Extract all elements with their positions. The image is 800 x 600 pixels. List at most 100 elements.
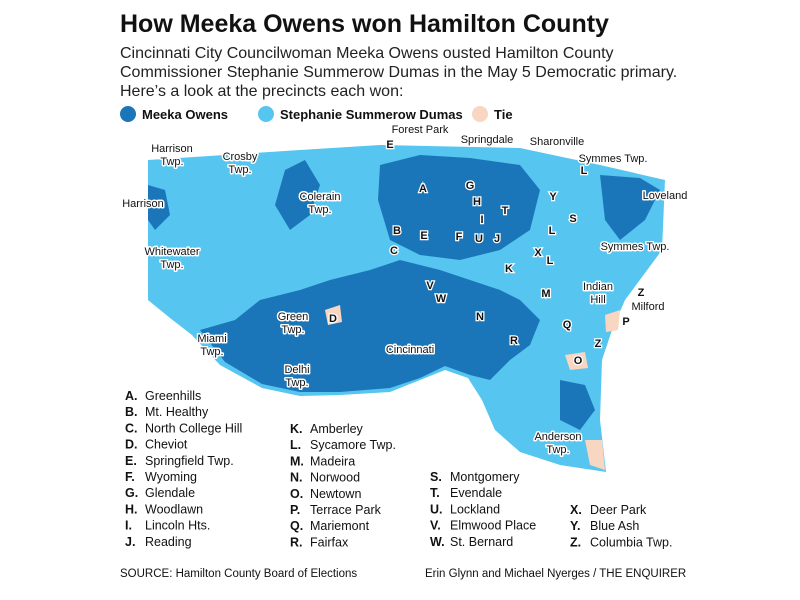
map-letter: Z — [595, 338, 602, 350]
key-letter: P. — [290, 503, 300, 517]
owens-region — [600, 175, 660, 240]
place-label: Loveland — [643, 190, 688, 202]
tie-region — [565, 352, 588, 370]
owens-region — [275, 160, 320, 230]
key-letter: A. — [125, 389, 138, 403]
key-name: Wyoming — [145, 470, 197, 484]
key-letter: Q. — [290, 519, 303, 533]
place-label: Twp. — [546, 444, 569, 456]
owens-region — [560, 380, 595, 430]
map-letter: X — [534, 247, 542, 259]
place-label: Crosby — [223, 151, 258, 163]
map-letter: F — [456, 231, 463, 243]
map-letter: J — [494, 233, 500, 245]
map-letter: W — [436, 293, 447, 305]
legend-label: Stephanie Summerow Dumas — [280, 107, 463, 122]
map-letter: D — [329, 313, 337, 325]
key-letter: H. — [125, 502, 138, 516]
key-name: Fairfax — [310, 535, 349, 549]
key-name: Springfield Twp. — [145, 454, 234, 468]
map-letter: M — [541, 288, 550, 300]
map-letter: L — [549, 225, 556, 237]
place-label: Twp. — [200, 346, 223, 358]
key-letter: V. — [430, 519, 441, 533]
map-letter: H — [473, 196, 481, 208]
tie-region — [325, 305, 342, 325]
key-letter: C. — [125, 421, 138, 435]
key-name: Columbia Twp. — [590, 535, 672, 549]
place-label: Anderson — [534, 431, 581, 443]
key-letter: L. — [290, 438, 301, 452]
key-letter: F. — [125, 470, 135, 484]
map-letter: E — [386, 139, 393, 151]
legend-swatch — [258, 106, 274, 122]
key-name: Norwood — [310, 471, 360, 485]
place-label: Colerain — [300, 191, 341, 203]
key-letter: N. — [290, 471, 303, 485]
map-letter: I — [480, 214, 483, 226]
place-label: Milford — [631, 301, 664, 313]
legend-swatch — [120, 106, 136, 122]
key-letter: K. — [290, 422, 303, 436]
key-name: Mt. Healthy — [145, 405, 209, 419]
key-name: Woodlawn — [145, 502, 203, 516]
key-name: Madeira — [310, 454, 355, 468]
key-letter: X. — [570, 503, 582, 517]
legend-label: Meeka Owens — [142, 107, 228, 122]
map-letter: S — [569, 213, 576, 225]
key-letter: R. — [290, 535, 303, 549]
key-letter: U. — [430, 502, 443, 516]
owens-region — [148, 185, 170, 230]
place-label: Twp. — [308, 204, 331, 216]
key-letter: D. — [125, 438, 138, 452]
map-letter: R — [510, 335, 518, 347]
source: SOURCE: Hamilton County Board of Electio… — [120, 568, 357, 580]
place-label: Cincinnati — [386, 344, 434, 356]
tie-region — [605, 310, 620, 332]
place-label: Harrison — [122, 198, 164, 210]
key-letter: G. — [125, 486, 138, 500]
title: How Meeka Owens won Hamilton County — [120, 10, 609, 38]
key-name: Elmwood Place — [450, 519, 536, 533]
map-letter: G — [466, 180, 475, 192]
map-letter: O — [574, 355, 583, 367]
place-label: Twp. — [281, 324, 304, 336]
key-letter: J. — [125, 535, 135, 549]
key-name: Blue Ash — [590, 519, 639, 533]
place-label: Miami — [197, 333, 226, 345]
map-letter: V — [426, 280, 434, 292]
map-letter: T — [502, 205, 509, 217]
key-letter: T. — [430, 486, 440, 500]
key-letter: I. — [125, 519, 132, 533]
credit: Erin Glynn and Michael Nyerges / THE ENQ… — [425, 568, 686, 580]
map-letter: B — [393, 225, 401, 237]
map-letter: Y — [549, 191, 557, 203]
key-name: Evendale — [450, 486, 502, 500]
key-name: Montgomery — [450, 470, 520, 484]
place-label: Twp. — [228, 164, 251, 176]
key-name: North College Hill — [145, 421, 242, 435]
place-label: Hill — [590, 294, 605, 306]
place-label: Twp. — [160, 259, 183, 271]
subtitle: Cincinnati City Councilwoman Meeka Owens… — [120, 45, 678, 100]
key-letter: M. — [290, 454, 304, 468]
key-letter: W. — [430, 535, 445, 549]
key-name: St. Bernard — [450, 535, 513, 549]
key-name: Cheviot — [145, 438, 188, 452]
place-label: Whitewater — [144, 246, 199, 258]
key-name: Reading — [145, 535, 192, 549]
map-letter: N — [476, 311, 484, 323]
place-label: Twp. — [285, 377, 308, 389]
place-label: Delhi — [284, 364, 309, 376]
key-name: Glendale — [145, 486, 195, 500]
map-letter: L — [547, 255, 554, 267]
place-label: Green — [278, 311, 309, 323]
place-label: Forest Park — [392, 124, 449, 136]
key-name: Newtown — [310, 487, 361, 501]
key-name: Deer Park — [590, 503, 647, 517]
map-letter: A — [419, 183, 427, 195]
place-label: Indian — [583, 281, 613, 293]
place-label: Harrison — [151, 143, 193, 155]
